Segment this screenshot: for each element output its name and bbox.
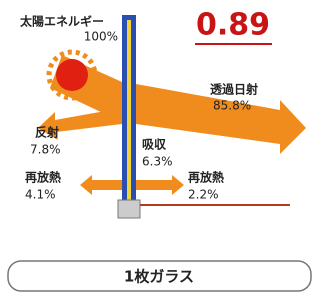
incident-label: 太陽エネルギー [20, 14, 104, 29]
frame [118, 200, 140, 218]
diagram: 太陽エネルギー 100% 0.89 透過日射 85.8% 反射 7.8% 吸収 … [0, 0, 319, 293]
sun [56, 59, 88, 91]
reflected-value: 7.8% [30, 143, 61, 157]
reradiated-in-label: 再放熱 [188, 170, 224, 185]
glass-core [127, 20, 131, 200]
transmitted-value: 85.8% [213, 99, 251, 113]
reradiated-out-label: 再放熱 [25, 170, 61, 185]
page: 太陽エネルギー 100% 0.89 透過日射 85.8% 反射 7.8% 吸収 … [0, 0, 320, 293]
reradiated-in-arrow [136, 175, 184, 195]
absorbed-label: 吸収 [142, 138, 167, 152]
reradiated-out-value: 4.1% [25, 188, 56, 202]
reradiated-out-arrow [80, 175, 122, 195]
caption: 1枚ガラス [124, 268, 194, 286]
incident-value: 100% [84, 30, 118, 44]
coefficient: 0.89 [196, 8, 270, 43]
reflected-label: 反射 [35, 125, 59, 140]
reradiated-in-value: 2.2% [188, 188, 219, 202]
transmitted-label: 透過日射 [210, 82, 258, 97]
absorbed-value: 6.3% [142, 155, 173, 169]
